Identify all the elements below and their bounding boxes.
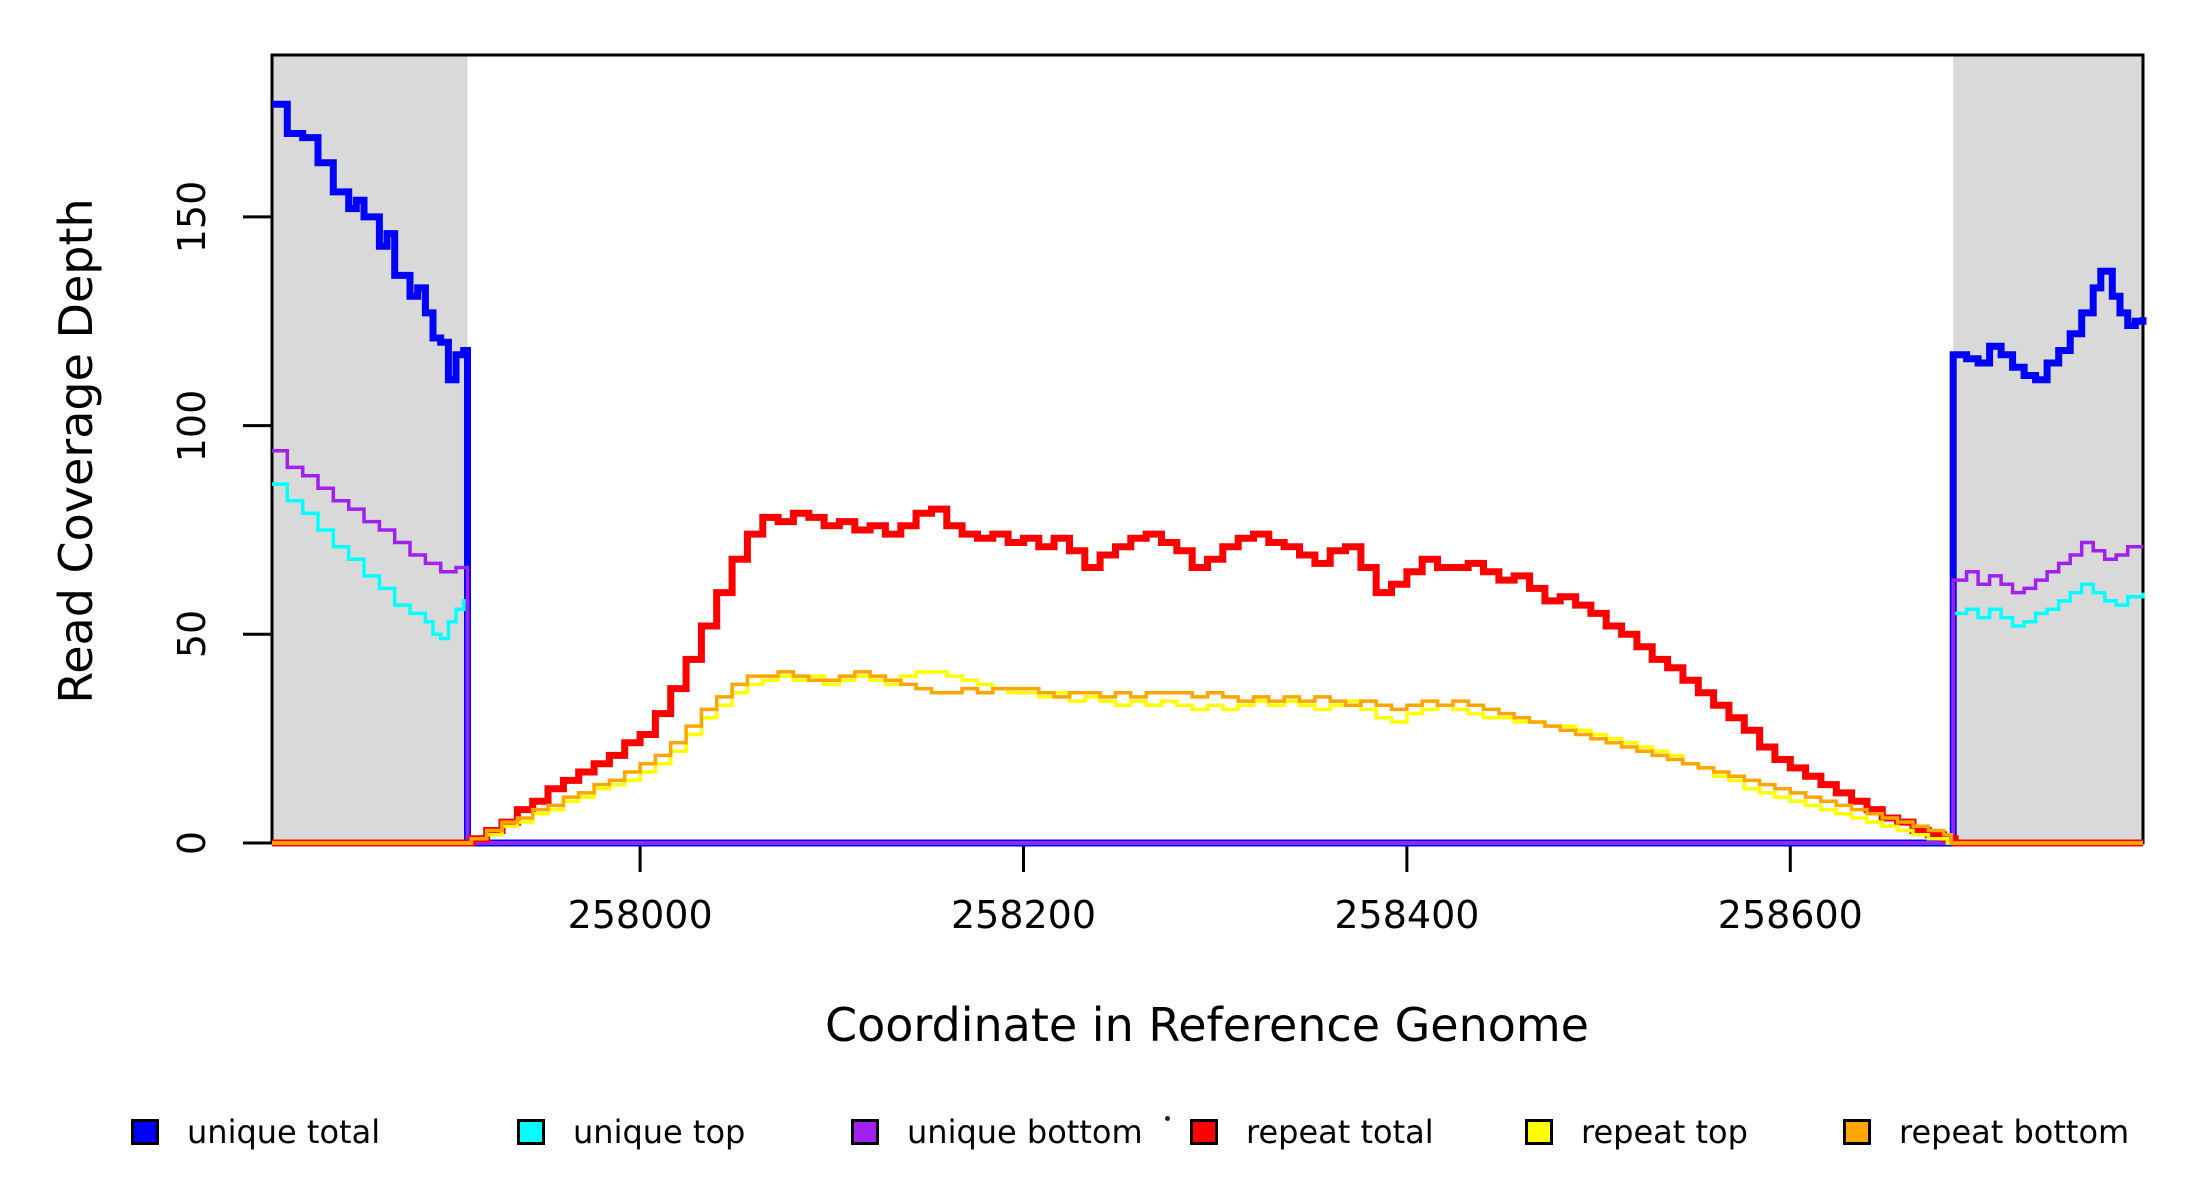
y-axis-title: Read Coverage Depth (49, 198, 103, 704)
legend-label: unique bottom (907, 1113, 1143, 1151)
series-line-unique-bottom (272, 448, 2143, 845)
y-tick-label: 150 (170, 180, 214, 254)
x-tick-label: 258400 (1334, 893, 1480, 937)
x-axis-title: Coordinate in Reference Genome (825, 998, 1589, 1052)
legend-item: unique total (131, 1113, 380, 1151)
legend-item: unique bottom (851, 1113, 1143, 1151)
stray-dot (1165, 1116, 1170, 1121)
shaded-region (1953, 55, 2143, 843)
legend-label: repeat top (1581, 1113, 1748, 1151)
series-line-unique-total (272, 100, 2147, 847)
legend-swatch-unique-bottom (851, 1119, 879, 1145)
legend-item: repeat bottom (1843, 1113, 2129, 1151)
legend-swatch-repeat-top (1525, 1119, 1553, 1145)
legend-label: unique top (573, 1113, 746, 1151)
legend-label: repeat bottom (1899, 1113, 2130, 1151)
legend-swatch-unique-top (517, 1119, 545, 1145)
legend-swatch-repeat-total (1190, 1119, 1218, 1145)
y-tick-label: 100 (170, 389, 214, 462)
series-line-repeat-bottom (272, 670, 2143, 845)
x-tick-label: 258000 (567, 893, 713, 937)
legend-item: repeat total (1190, 1113, 1434, 1151)
legend-item: unique top (517, 1113, 745, 1151)
legend-swatch-unique-total (131, 1119, 159, 1145)
plot-border (270, 53, 2145, 845)
legend-label: unique total (187, 1113, 381, 1151)
legend-swatch-repeat-bottom (1843, 1119, 1871, 1145)
legend-label: repeat total (1246, 1113, 1434, 1151)
x-tick-label: 258200 (950, 893, 1097, 937)
shaded-region (272, 55, 468, 843)
x-tick-label: 258600 (1717, 893, 1863, 937)
series-line-repeat-total (272, 505, 2143, 847)
legend-item: repeat top (1525, 1113, 1748, 1151)
y-tick-label: 50 (170, 610, 214, 659)
y-tick-label: 0 (170, 830, 214, 856)
